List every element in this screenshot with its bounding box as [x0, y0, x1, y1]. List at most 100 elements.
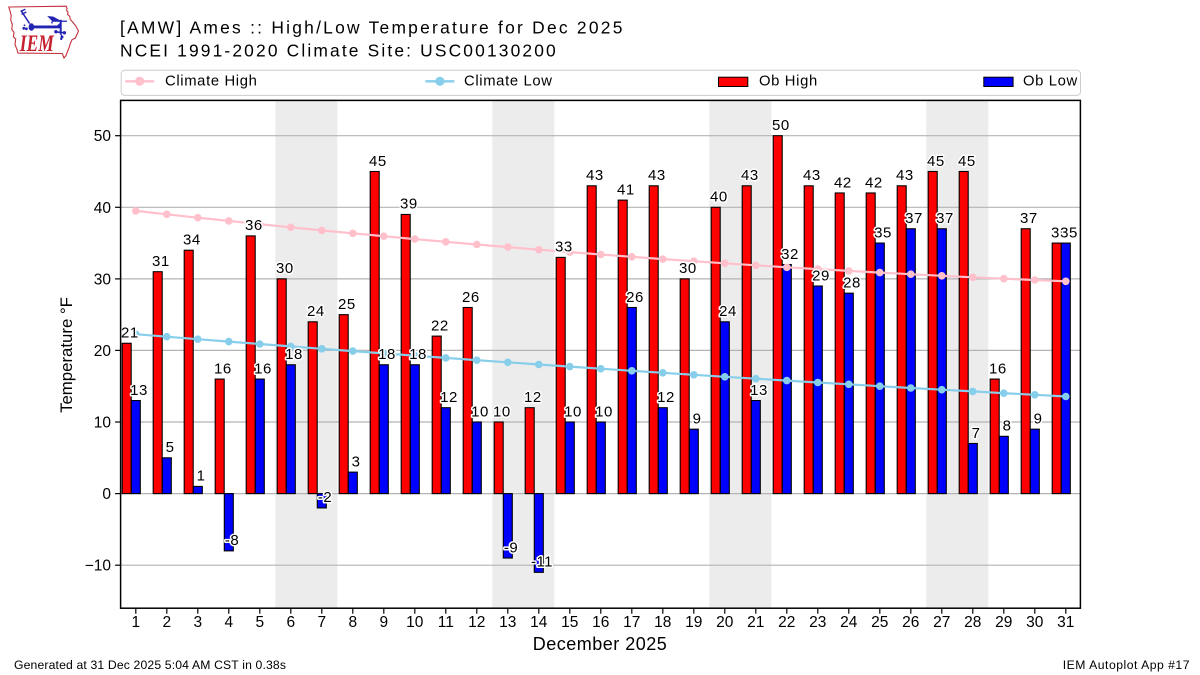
svg-text:22: 22 [431, 317, 449, 334]
svg-text:12: 12 [657, 389, 675, 406]
svg-text:18: 18 [654, 614, 671, 631]
svg-text:21: 21 [747, 614, 764, 631]
svg-text:0: 0 [102, 486, 111, 503]
svg-text:28: 28 [964, 614, 981, 631]
svg-text:40: 40 [710, 189, 728, 206]
svg-text:8: 8 [1003, 418, 1012, 435]
svg-text:-11: -11 [531, 554, 553, 571]
svg-text:33: 33 [555, 239, 573, 256]
svg-text:37: 37 [1020, 210, 1038, 227]
svg-text:Ob Low: Ob Low [1023, 73, 1078, 89]
svg-text:1: 1 [131, 614, 140, 631]
svg-text:10: 10 [471, 403, 489, 420]
svg-text:29: 29 [812, 267, 830, 284]
svg-text:34: 34 [183, 232, 201, 249]
svg-text:43: 43 [741, 167, 759, 184]
svg-text:-8: -8 [225, 532, 239, 549]
svg-text:41: 41 [617, 181, 635, 198]
svg-text:NCEI 1991-2020 Climate Site: U: NCEI 1991-2020 Climate Site: USC00130200 [120, 41, 558, 61]
svg-text:16: 16 [214, 360, 232, 377]
svg-text:-9: -9 [504, 539, 518, 556]
svg-text:31: 31 [152, 253, 170, 270]
svg-text:10: 10 [406, 614, 424, 631]
svg-text:7: 7 [317, 614, 326, 631]
svg-text:4: 4 [224, 614, 233, 631]
svg-text:22: 22 [778, 614, 795, 631]
svg-text:9: 9 [693, 411, 702, 428]
svg-text:24: 24 [307, 303, 325, 320]
svg-text:19: 19 [685, 614, 702, 631]
svg-text:20: 20 [716, 614, 734, 631]
svg-text:35: 35 [1060, 224, 1078, 241]
svg-text:18: 18 [409, 346, 427, 363]
svg-text:14: 14 [530, 614, 548, 631]
svg-text:30: 30 [94, 271, 112, 288]
svg-text:−10: −10 [85, 558, 112, 575]
svg-text:Climate Low: Climate Low [464, 73, 553, 89]
svg-text:50: 50 [772, 117, 790, 134]
svg-text:1: 1 [197, 468, 206, 485]
svg-text:25: 25 [338, 296, 356, 313]
svg-text:5: 5 [255, 614, 264, 631]
svg-text:12: 12 [468, 614, 485, 631]
svg-text:3: 3 [352, 453, 361, 470]
svg-text:30: 30 [679, 260, 697, 277]
svg-text:21: 21 [121, 325, 139, 342]
svg-text:36: 36 [245, 217, 263, 234]
svg-text:45: 45 [927, 153, 945, 170]
svg-text:32: 32 [781, 246, 799, 263]
svg-text:9: 9 [1034, 411, 1043, 428]
svg-text:16: 16 [592, 614, 609, 631]
svg-text:18: 18 [378, 346, 396, 363]
svg-text:35: 35 [1051, 224, 1069, 241]
svg-text:IEM: IEM [19, 31, 55, 56]
svg-text:42: 42 [834, 174, 852, 191]
svg-text:43: 43 [586, 167, 604, 184]
svg-text:50: 50 [94, 128, 112, 145]
svg-text:29: 29 [995, 614, 1012, 631]
svg-text:37: 37 [905, 210, 923, 227]
svg-text:December 2025: December 2025 [533, 634, 668, 654]
svg-text:12: 12 [440, 389, 458, 406]
svg-text:Climate High: Climate High [165, 73, 258, 89]
svg-text:31: 31 [1057, 614, 1074, 631]
svg-text:24: 24 [719, 303, 737, 320]
svg-text:30: 30 [276, 260, 294, 277]
svg-text:16: 16 [254, 360, 272, 377]
svg-text:28: 28 [843, 275, 861, 292]
svg-text:25: 25 [871, 614, 888, 631]
svg-text:8: 8 [348, 614, 357, 631]
svg-text:24: 24 [840, 614, 858, 631]
svg-text:5: 5 [166, 439, 175, 456]
svg-text:23: 23 [809, 614, 826, 631]
svg-text:6: 6 [286, 614, 295, 631]
svg-text:2: 2 [162, 614, 171, 631]
svg-text:26: 26 [626, 289, 644, 306]
svg-text:-2: -2 [318, 489, 332, 506]
svg-text:9: 9 [379, 614, 388, 631]
svg-text:13: 13 [499, 614, 516, 631]
svg-text:35: 35 [874, 224, 892, 241]
svg-text:17: 17 [623, 614, 640, 631]
svg-text:39: 39 [400, 196, 418, 213]
svg-text:Ob High: Ob High [759, 73, 818, 89]
svg-text:20: 20 [94, 343, 112, 360]
svg-text:10: 10 [493, 403, 511, 420]
svg-text:10: 10 [94, 415, 112, 432]
svg-text:10: 10 [595, 403, 613, 420]
svg-text:3: 3 [193, 614, 202, 631]
svg-text:13: 13 [130, 382, 148, 399]
svg-text:43: 43 [896, 167, 914, 184]
svg-text:30: 30 [1026, 614, 1044, 631]
svg-text:37: 37 [936, 210, 954, 227]
svg-text:13: 13 [750, 382, 768, 399]
svg-text:18: 18 [285, 346, 303, 363]
svg-text:12: 12 [524, 389, 542, 406]
svg-text:45: 45 [958, 153, 976, 170]
svg-text:10: 10 [564, 403, 582, 420]
svg-text:11: 11 [438, 614, 454, 631]
svg-text:Generated at 31 Dec 2025 5:04: Generated at 31 Dec 2025 5:04 AM CST in … [14, 658, 286, 672]
svg-text:IEM Autoplot App #17: IEM Autoplot App #17 [1063, 658, 1190, 672]
svg-text:16: 16 [989, 360, 1007, 377]
svg-text:42: 42 [865, 174, 883, 191]
